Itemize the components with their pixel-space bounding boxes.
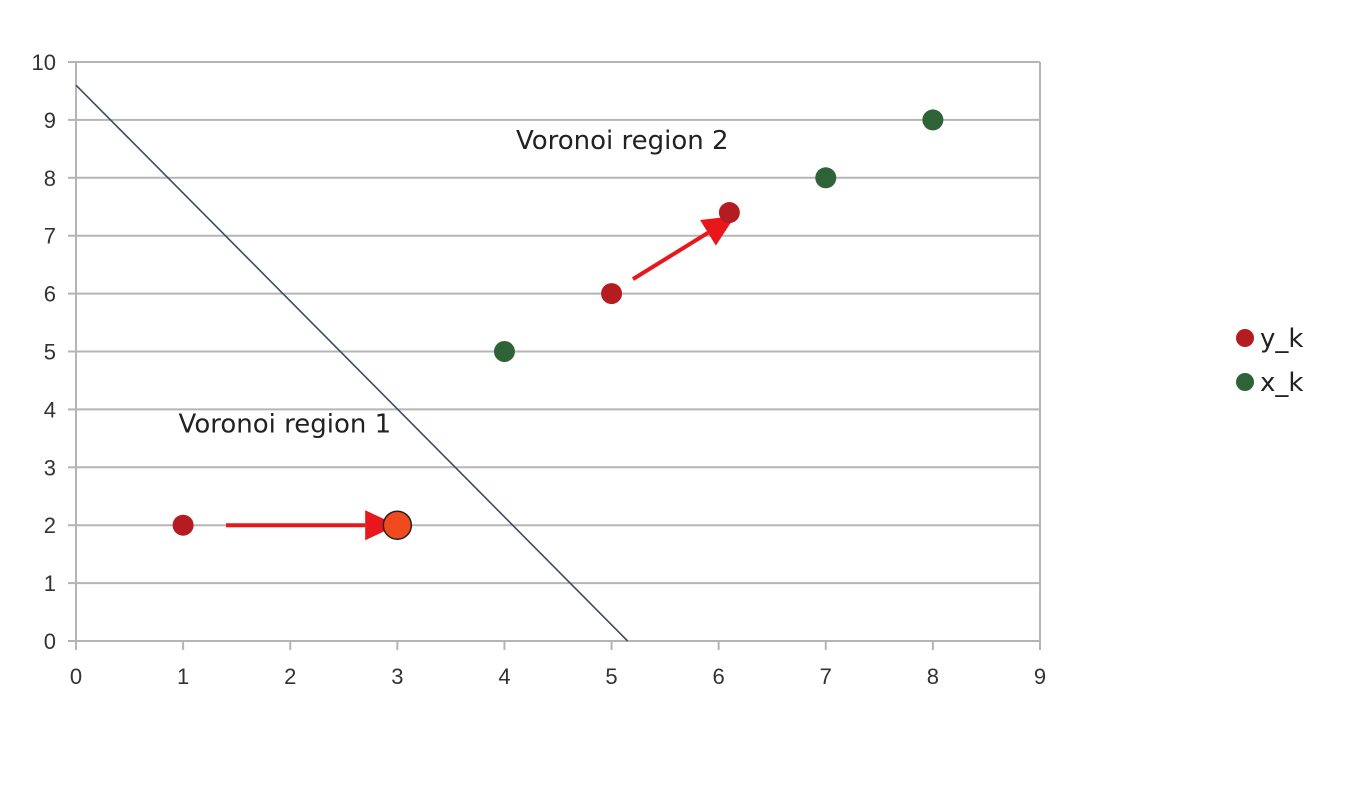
legend-marker-x-k — [1236, 373, 1254, 391]
legend: y_k x_k — [1236, 324, 1303, 398]
legend-label-x-k: x_k — [1260, 368, 1303, 398]
x-tick-label: 8 — [927, 664, 939, 689]
data-points — [172, 109, 944, 540]
y-tick-label: 3 — [44, 455, 56, 480]
x-tick-label: 6 — [713, 664, 725, 689]
x-tick-label: 7 — [820, 664, 832, 689]
highlight-point — [382, 510, 413, 540]
legend-marker-y-k — [1236, 329, 1254, 347]
x-tick-label: 5 — [605, 664, 617, 689]
y-tick-label: 9 — [44, 108, 56, 133]
x-tick-label: 1 — [177, 664, 189, 689]
point-y-k — [718, 202, 740, 224]
point-y-k — [601, 283, 623, 305]
y-tick-label: 6 — [44, 282, 56, 307]
y-tick-label: 4 — [44, 397, 56, 422]
y-tick-label: 10 — [32, 50, 56, 75]
y-tick-label: 0 — [44, 629, 56, 654]
arrows — [225, 215, 736, 541]
voronoi-boundary-line — [75, 84, 629, 642]
x-tick-label: 9 — [1034, 664, 1046, 689]
arrow-head — [365, 510, 398, 541]
x-tick-label: 0 — [70, 664, 82, 689]
x-tick-label: 3 — [391, 664, 403, 689]
x-tick-label: 2 — [284, 664, 296, 689]
point-y-k — [172, 514, 194, 536]
region-label-2: Voronoi region 1 — [179, 410, 392, 440]
y-tick-label: 2 — [44, 513, 56, 538]
region-label-1: Voronoi region 2 — [516, 126, 729, 156]
boundary-line — [75, 84, 629, 642]
y-tick-label: 7 — [44, 224, 56, 249]
y-tick-label: 8 — [44, 166, 56, 191]
annotations: Voronoi region 2 Voronoi region 1 — [179, 126, 729, 440]
arrow-head — [700, 215, 736, 246]
y-tick-label: 5 — [44, 340, 56, 365]
y-tick-label: 1 — [44, 571, 56, 596]
axes — [68, 61, 1041, 650]
legend-label-y-k: y_k — [1260, 324, 1303, 354]
point-x-k — [922, 109, 944, 131]
arrow-shaft — [631, 231, 710, 281]
x-tick-label: 4 — [498, 664, 510, 689]
point-x-k — [493, 341, 515, 362]
tick-labels: 0 1 2 3 4 5 6 7 8 9 10 0 1 2 3 4 5 6 7 8 9 — [32, 50, 1047, 689]
point-x-k — [815, 167, 837, 189]
